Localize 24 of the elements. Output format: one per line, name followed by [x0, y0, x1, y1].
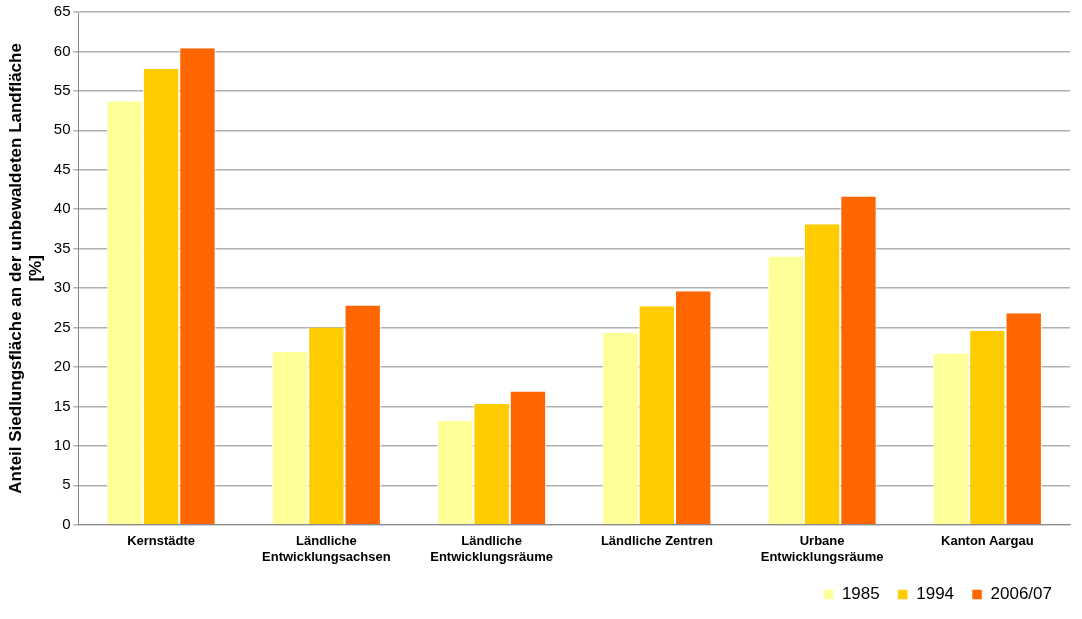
x-tick-label: Urbane Entwicklungsräume	[760, 533, 884, 564]
x-tick-label: Ländliche Entwicklungsachsen	[262, 533, 391, 564]
y-tick-label: 40	[53, 199, 71, 217]
y-tick-label: 65	[53, 2, 71, 20]
legend-label: 2006/07	[990, 584, 1052, 604]
x-tick-label: Kernstädte	[127, 533, 196, 549]
y-tick-label: 15	[53, 396, 71, 414]
y-tick-label: 35	[53, 238, 71, 256]
legend-label: 1994	[916, 584, 955, 604]
y-tick-label: 45	[53, 159, 71, 177]
y-tick-label: 60	[53, 41, 71, 59]
x-tick-label: Ländliche Zentren	[600, 533, 713, 549]
y-tick-label: 20	[53, 357, 71, 375]
y-tick-label: 30	[53, 278, 71, 296]
y-tick-label: 55	[53, 81, 71, 99]
y-tick-label: 25	[53, 317, 71, 335]
y-tick-label: 5	[62, 475, 71, 493]
legend-label: 1985	[841, 584, 880, 604]
y-tick-label: 50	[53, 120, 71, 138]
y-tick-label: 10	[53, 436, 71, 454]
y-axis-title: Anteil Siedlungsfläche an der unbewaldeten Landfläche [%]	[5, 43, 46, 494]
x-tick-label: Ländliche Entwicklungsräume	[430, 533, 554, 564]
x-tick-label: Kanton Aargau	[941, 533, 1034, 549]
y-tick-label: 0	[62, 514, 71, 532]
